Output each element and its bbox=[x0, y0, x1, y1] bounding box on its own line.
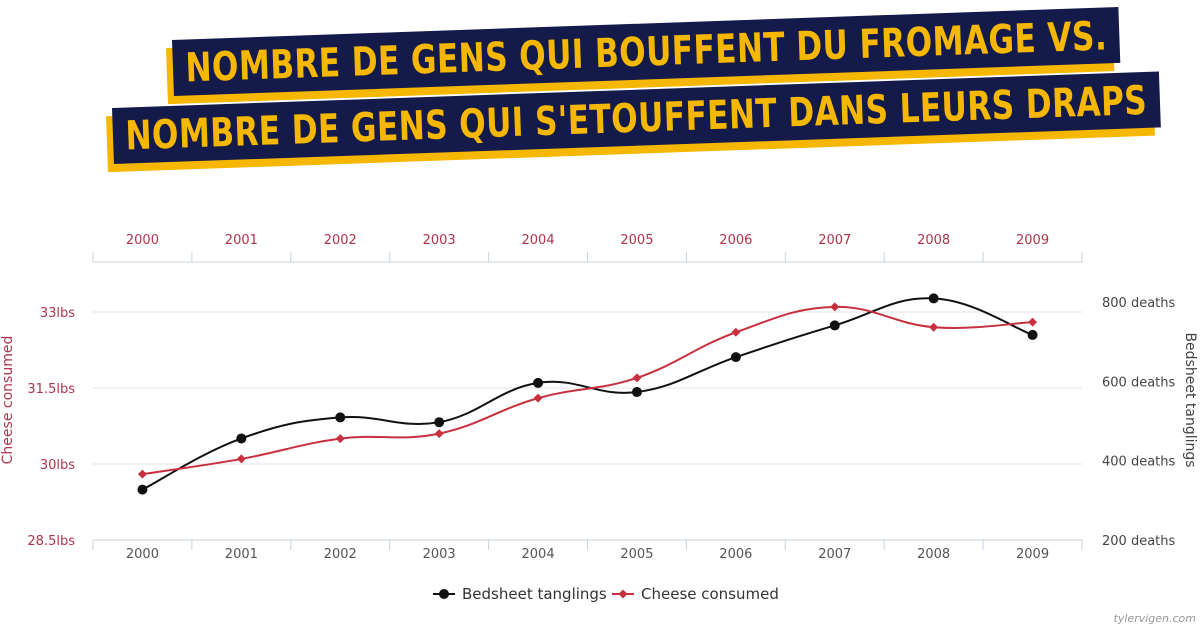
bottom-x-tick-label: 2006 bbox=[719, 547, 752, 562]
bedsheet-tanglings-point bbox=[829, 320, 840, 331]
bottom-x-tick-label: 2003 bbox=[423, 547, 456, 562]
legend-label: Cheese consumed bbox=[641, 585, 779, 603]
legend-item-bedsheet-tanglings[interactable]: Bedsheet tanglings bbox=[433, 585, 607, 603]
bottom-x-tick-label: 2000 bbox=[126, 547, 159, 562]
cheese-consumed-point bbox=[731, 327, 741, 337]
bedsheet-tanglings-point bbox=[236, 433, 247, 444]
cheese-consumed-point bbox=[236, 454, 246, 464]
cheese-consumed-point bbox=[632, 373, 642, 383]
legend-swatch-marker bbox=[439, 589, 449, 599]
top-x-tick-label: 2006 bbox=[719, 233, 752, 248]
bedsheet-tanglings-point bbox=[533, 377, 544, 388]
left-y-tick-label: 31.5lbs bbox=[27, 382, 75, 397]
bedsheet-tanglings-point bbox=[137, 484, 148, 495]
top-x-axis: 2000 2001 2002 2003 2004 2005 2006 2007 2008 2009 bbox=[126, 233, 1049, 248]
cheese-consumed-point bbox=[434, 429, 444, 439]
left-y-tick-label: 28.5lbs bbox=[27, 534, 75, 549]
top-x-tick-label: 2005 bbox=[620, 233, 653, 248]
top-x-tick-label: 2004 bbox=[522, 233, 555, 248]
left-y-axis: 33lbs 31.5lbs 30lbs 28.5lbs bbox=[27, 306, 75, 549]
bedsheet-tanglings-point bbox=[631, 387, 642, 398]
cheese-consumed-point bbox=[830, 302, 840, 312]
watermark: tylervigen.com bbox=[1114, 612, 1196, 625]
top-x-tick-label: 2001 bbox=[225, 233, 258, 248]
cheese-consumed-point bbox=[137, 469, 147, 479]
bottom-x-axis: 2000 2001 2002 2003 2004 2005 2006 2007 2008 2009 bbox=[126, 547, 1049, 562]
bottom-x-tick-label: 2005 bbox=[620, 547, 653, 562]
left-y-tick-label: 30lbs bbox=[40, 458, 75, 473]
bottom-x-tick-label: 2009 bbox=[1016, 547, 1049, 562]
cheese-consumed-point bbox=[533, 393, 543, 403]
left-axis-title: Cheese consumed bbox=[0, 336, 16, 465]
left-y-tick-label: 33lbs bbox=[40, 306, 75, 321]
bedsheet-tanglings-line bbox=[141, 297, 1033, 491]
axes bbox=[92, 252, 1083, 550]
legend-swatch-marker bbox=[618, 589, 628, 599]
right-axis-title: Bedsheet tanglings bbox=[1182, 332, 1198, 467]
top-x-tick-label: 2009 bbox=[1016, 233, 1049, 248]
bottom-x-tick-label: 2001 bbox=[225, 547, 258, 562]
bottom-x-tick-label: 2002 bbox=[324, 547, 357, 562]
series-layer bbox=[137, 293, 1038, 495]
bedsheet-tanglings-point bbox=[335, 412, 346, 423]
bottom-x-tick-label: 2004 bbox=[522, 547, 555, 562]
top-x-tick-label: 2008 bbox=[917, 233, 950, 248]
bedsheet-tanglings-point bbox=[434, 417, 445, 428]
cheese-consumed-point bbox=[335, 434, 345, 444]
top-x-tick-label: 2002 bbox=[324, 233, 357, 248]
right-y-tick-label: 400 deaths bbox=[1102, 455, 1175, 470]
right-y-axis: 800 deaths 600 deaths 400 deaths 200 deaths bbox=[1102, 296, 1175, 549]
right-y-tick-label: 800 deaths bbox=[1102, 296, 1175, 311]
top-x-tick-label: 2000 bbox=[126, 233, 159, 248]
cheese-consumed-line bbox=[142, 305, 1033, 476]
legend[interactable]: Bedsheet tanglings Cheese consumed bbox=[433, 585, 779, 603]
legend-label: Bedsheet tanglings bbox=[462, 585, 607, 603]
cheese-consumed-point bbox=[1028, 317, 1038, 327]
bedsheet-tanglings-point bbox=[928, 293, 939, 304]
top-x-tick-label: 2007 bbox=[818, 233, 851, 248]
bedsheet-tanglings-point bbox=[1027, 329, 1038, 340]
bottom-x-tick-label: 2007 bbox=[818, 547, 851, 562]
bottom-x-tick-label: 2008 bbox=[917, 547, 950, 562]
top-x-tick-label: 2003 bbox=[423, 233, 456, 248]
right-y-tick-label: 200 deaths bbox=[1102, 534, 1175, 549]
right-y-tick-label: 600 deaths bbox=[1102, 375, 1175, 390]
bedsheet-tanglings-point bbox=[730, 352, 741, 363]
legend-item-cheese-consumed[interactable]: Cheese consumed bbox=[612, 585, 779, 603]
cheese-consumed-point bbox=[929, 322, 939, 332]
